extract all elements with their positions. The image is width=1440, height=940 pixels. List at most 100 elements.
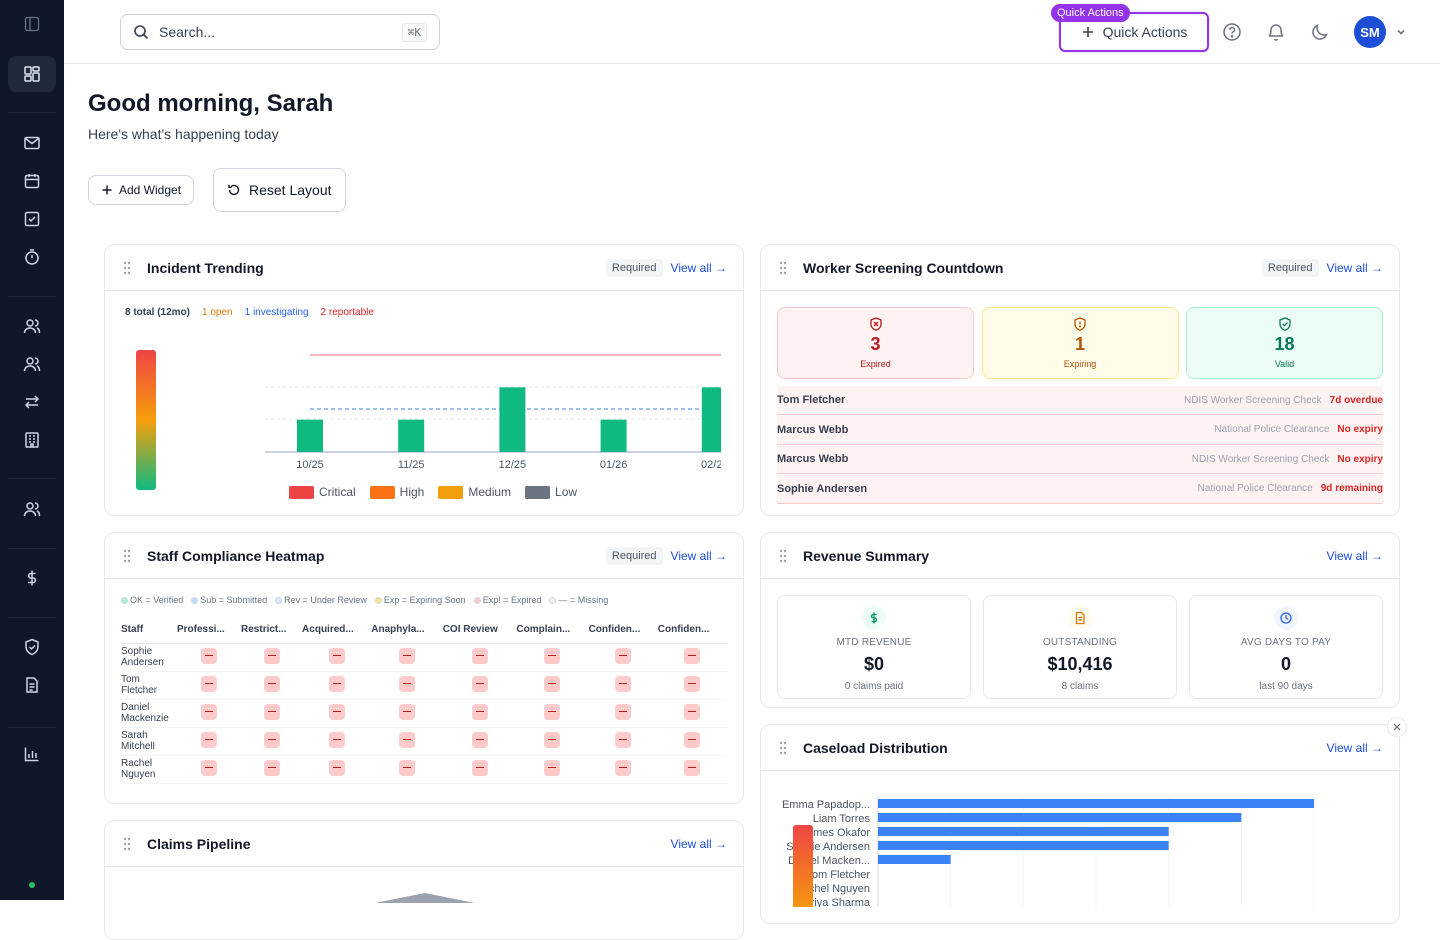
documents-icon[interactable] — [12, 667, 52, 703]
compliance-cell-missing[interactable] — [544, 703, 561, 720]
view-all-link[interactable]: View all → — [1326, 548, 1383, 563]
remove-widget-close-icon[interactable] — [1387, 717, 1407, 737]
drag-handle-icon[interactable] — [779, 261, 791, 275]
compliance-cell-missing[interactable] — [328, 759, 345, 776]
column-header[interactable]: Restrict... — [241, 617, 303, 644]
view-all-link[interactable]: View all → — [1326, 740, 1383, 755]
bar[interactable] — [701, 387, 721, 452]
compliance-cell-missing[interactable] — [471, 675, 488, 692]
revenue-stat[interactable]: AVG DAYS TO PAY 0 last 90 days — [1189, 595, 1383, 699]
compliance-cell-missing[interactable] — [471, 703, 488, 720]
screening-row[interactable]: Marcus Webb NDIS Worker Screening Check No… — [777, 445, 1383, 474]
revenue-stat[interactable]: MTD REVENUE $0 0 claims paid — [777, 595, 971, 699]
revenue-stat[interactable]: OUTSTANDING $10,416 8 claims — [983, 595, 1177, 699]
compliance-cell-missing[interactable] — [201, 647, 217, 664]
timer-icon[interactable] — [12, 239, 52, 275]
legend-item[interactable]: Medium — [438, 485, 511, 499]
user-avatar[interactable]: SM — [1354, 16, 1386, 48]
inbox-icon[interactable] — [12, 125, 52, 161]
view-all-link[interactable]: View all → — [670, 260, 727, 275]
view-all-link[interactable]: View all → — [670, 836, 727, 851]
add-widget-button[interactable]: Add Widget — [88, 175, 195, 205]
moon-icon[interactable] — [1308, 20, 1332, 44]
compliance-cell-missing[interactable] — [263, 731, 280, 748]
view-all-link[interactable]: View all → — [670, 548, 727, 563]
compliance-cell-missing[interactable] — [263, 759, 280, 776]
compliance-cell-missing[interactable] — [263, 703, 280, 720]
team-icon[interactable] — [12, 491, 52, 527]
compliance-cell-missing[interactable] — [398, 647, 415, 664]
screening-row[interactable]: Sophie Andersen National Police Clearance… — [777, 474, 1383, 504]
bar[interactable] — [878, 799, 1314, 808]
compliance-cell-missing[interactable] — [471, 647, 488, 664]
compliance-cell-missing[interactable] — [398, 703, 415, 720]
compliance-cell-missing[interactable] — [263, 675, 280, 692]
screening-row[interactable]: Marcus Webb National Police Clearance No e… — [777, 415, 1383, 445]
dashboard-icon[interactable] — [8, 56, 56, 92]
compliance-cell-missing[interactable] — [201, 675, 217, 692]
reset-layout-button[interactable]: Reset Layout — [213, 168, 346, 212]
compliance-cell-missing[interactable] — [544, 675, 561, 692]
compliance-cell-missing[interactable] — [684, 731, 701, 748]
compliance-cell-missing[interactable] — [201, 759, 217, 776]
reports-icon[interactable] — [12, 422, 52, 458]
compliance-cell-missing[interactable] — [398, 731, 415, 748]
compliance-cell-missing[interactable] — [471, 731, 488, 748]
compliance-cell-missing[interactable] — [471, 759, 488, 776]
legend-item[interactable]: High — [369, 485, 424, 499]
compliance-cell-missing[interactable] — [544, 647, 561, 664]
compliance-cell-missing[interactable] — [684, 703, 701, 720]
billing-icon[interactable] — [12, 560, 52, 596]
column-header[interactable]: COI Review — [442, 617, 517, 644]
bar[interactable] — [878, 855, 951, 864]
search-input[interactable] — [159, 24, 392, 40]
bar[interactable] — [878, 841, 1169, 850]
analytics-icon[interactable] — [12, 736, 52, 772]
compliance-cell-missing[interactable] — [684, 675, 701, 692]
compliance-cell-missing[interactable] — [328, 675, 345, 692]
compliance-cell-missing[interactable] — [398, 759, 415, 776]
compliance-cell-missing[interactable] — [328, 647, 345, 664]
column-header[interactable]: Professi... — [177, 617, 242, 644]
collapse-sidebar-icon[interactable] — [12, 6, 52, 42]
compliance-cell-missing[interactable] — [684, 647, 701, 664]
compliance-cell-missing[interactable] — [615, 703, 632, 720]
compliance-cell-missing[interactable] — [615, 647, 632, 664]
transfers-icon[interactable] — [12, 384, 52, 420]
participants-icon[interactable] — [12, 308, 52, 344]
bar[interactable] — [398, 419, 425, 452]
bar[interactable] — [499, 387, 526, 452]
compliance-cell-missing[interactable] — [544, 759, 561, 776]
compliance-cell-missing[interactable] — [544, 731, 561, 748]
bar[interactable] — [297, 419, 323, 452]
column-header[interactable]: Acquired... — [302, 617, 372, 644]
drag-handle-icon[interactable] — [779, 549, 791, 563]
drag-handle-icon[interactable] — [779, 741, 791, 755]
compliance-cell-missing[interactable] — [201, 703, 217, 720]
compliance-cell-missing[interactable] — [328, 731, 345, 748]
compliance-cell-missing[interactable] — [615, 731, 632, 748]
bar[interactable] — [878, 827, 1169, 836]
drag-handle-icon[interactable] — [123, 837, 135, 851]
staff-icon[interactable] — [12, 346, 52, 382]
heatmap-scroll[interactable]: Staff Professi... Restrict... Acquired... An… — [105, 617, 743, 787]
screening-stat-expiring[interactable]: 1 Expiring — [981, 307, 1179, 379]
compliance-cell-missing[interactable] — [615, 759, 632, 776]
column-header[interactable]: Complain... — [516, 617, 589, 644]
drag-handle-icon[interactable] — [123, 549, 135, 563]
legend-item[interactable]: Critical — [289, 485, 356, 499]
compliance-cell-missing[interactable] — [328, 703, 345, 720]
compliance-shield-icon[interactable] — [12, 629, 52, 665]
compliance-cell-missing[interactable] — [398, 675, 415, 692]
help-icon[interactable] — [1220, 20, 1244, 44]
compliance-cell-missing[interactable] — [684, 759, 701, 776]
bar[interactable] — [600, 419, 627, 452]
legend-item[interactable]: Low — [525, 485, 577, 499]
screening-stat-valid[interactable]: 18 Valid — [1186, 307, 1383, 379]
view-all-link[interactable]: View all → — [1326, 260, 1383, 275]
column-header[interactable]: Confiden... — [588, 617, 658, 644]
column-header[interactable]: Anaphyla... — [371, 617, 443, 644]
drag-handle-icon[interactable] — [123, 261, 135, 275]
calendar-icon[interactable] — [12, 163, 52, 199]
screening-stat-expired[interactable]: 3 Expired — [777, 307, 974, 379]
